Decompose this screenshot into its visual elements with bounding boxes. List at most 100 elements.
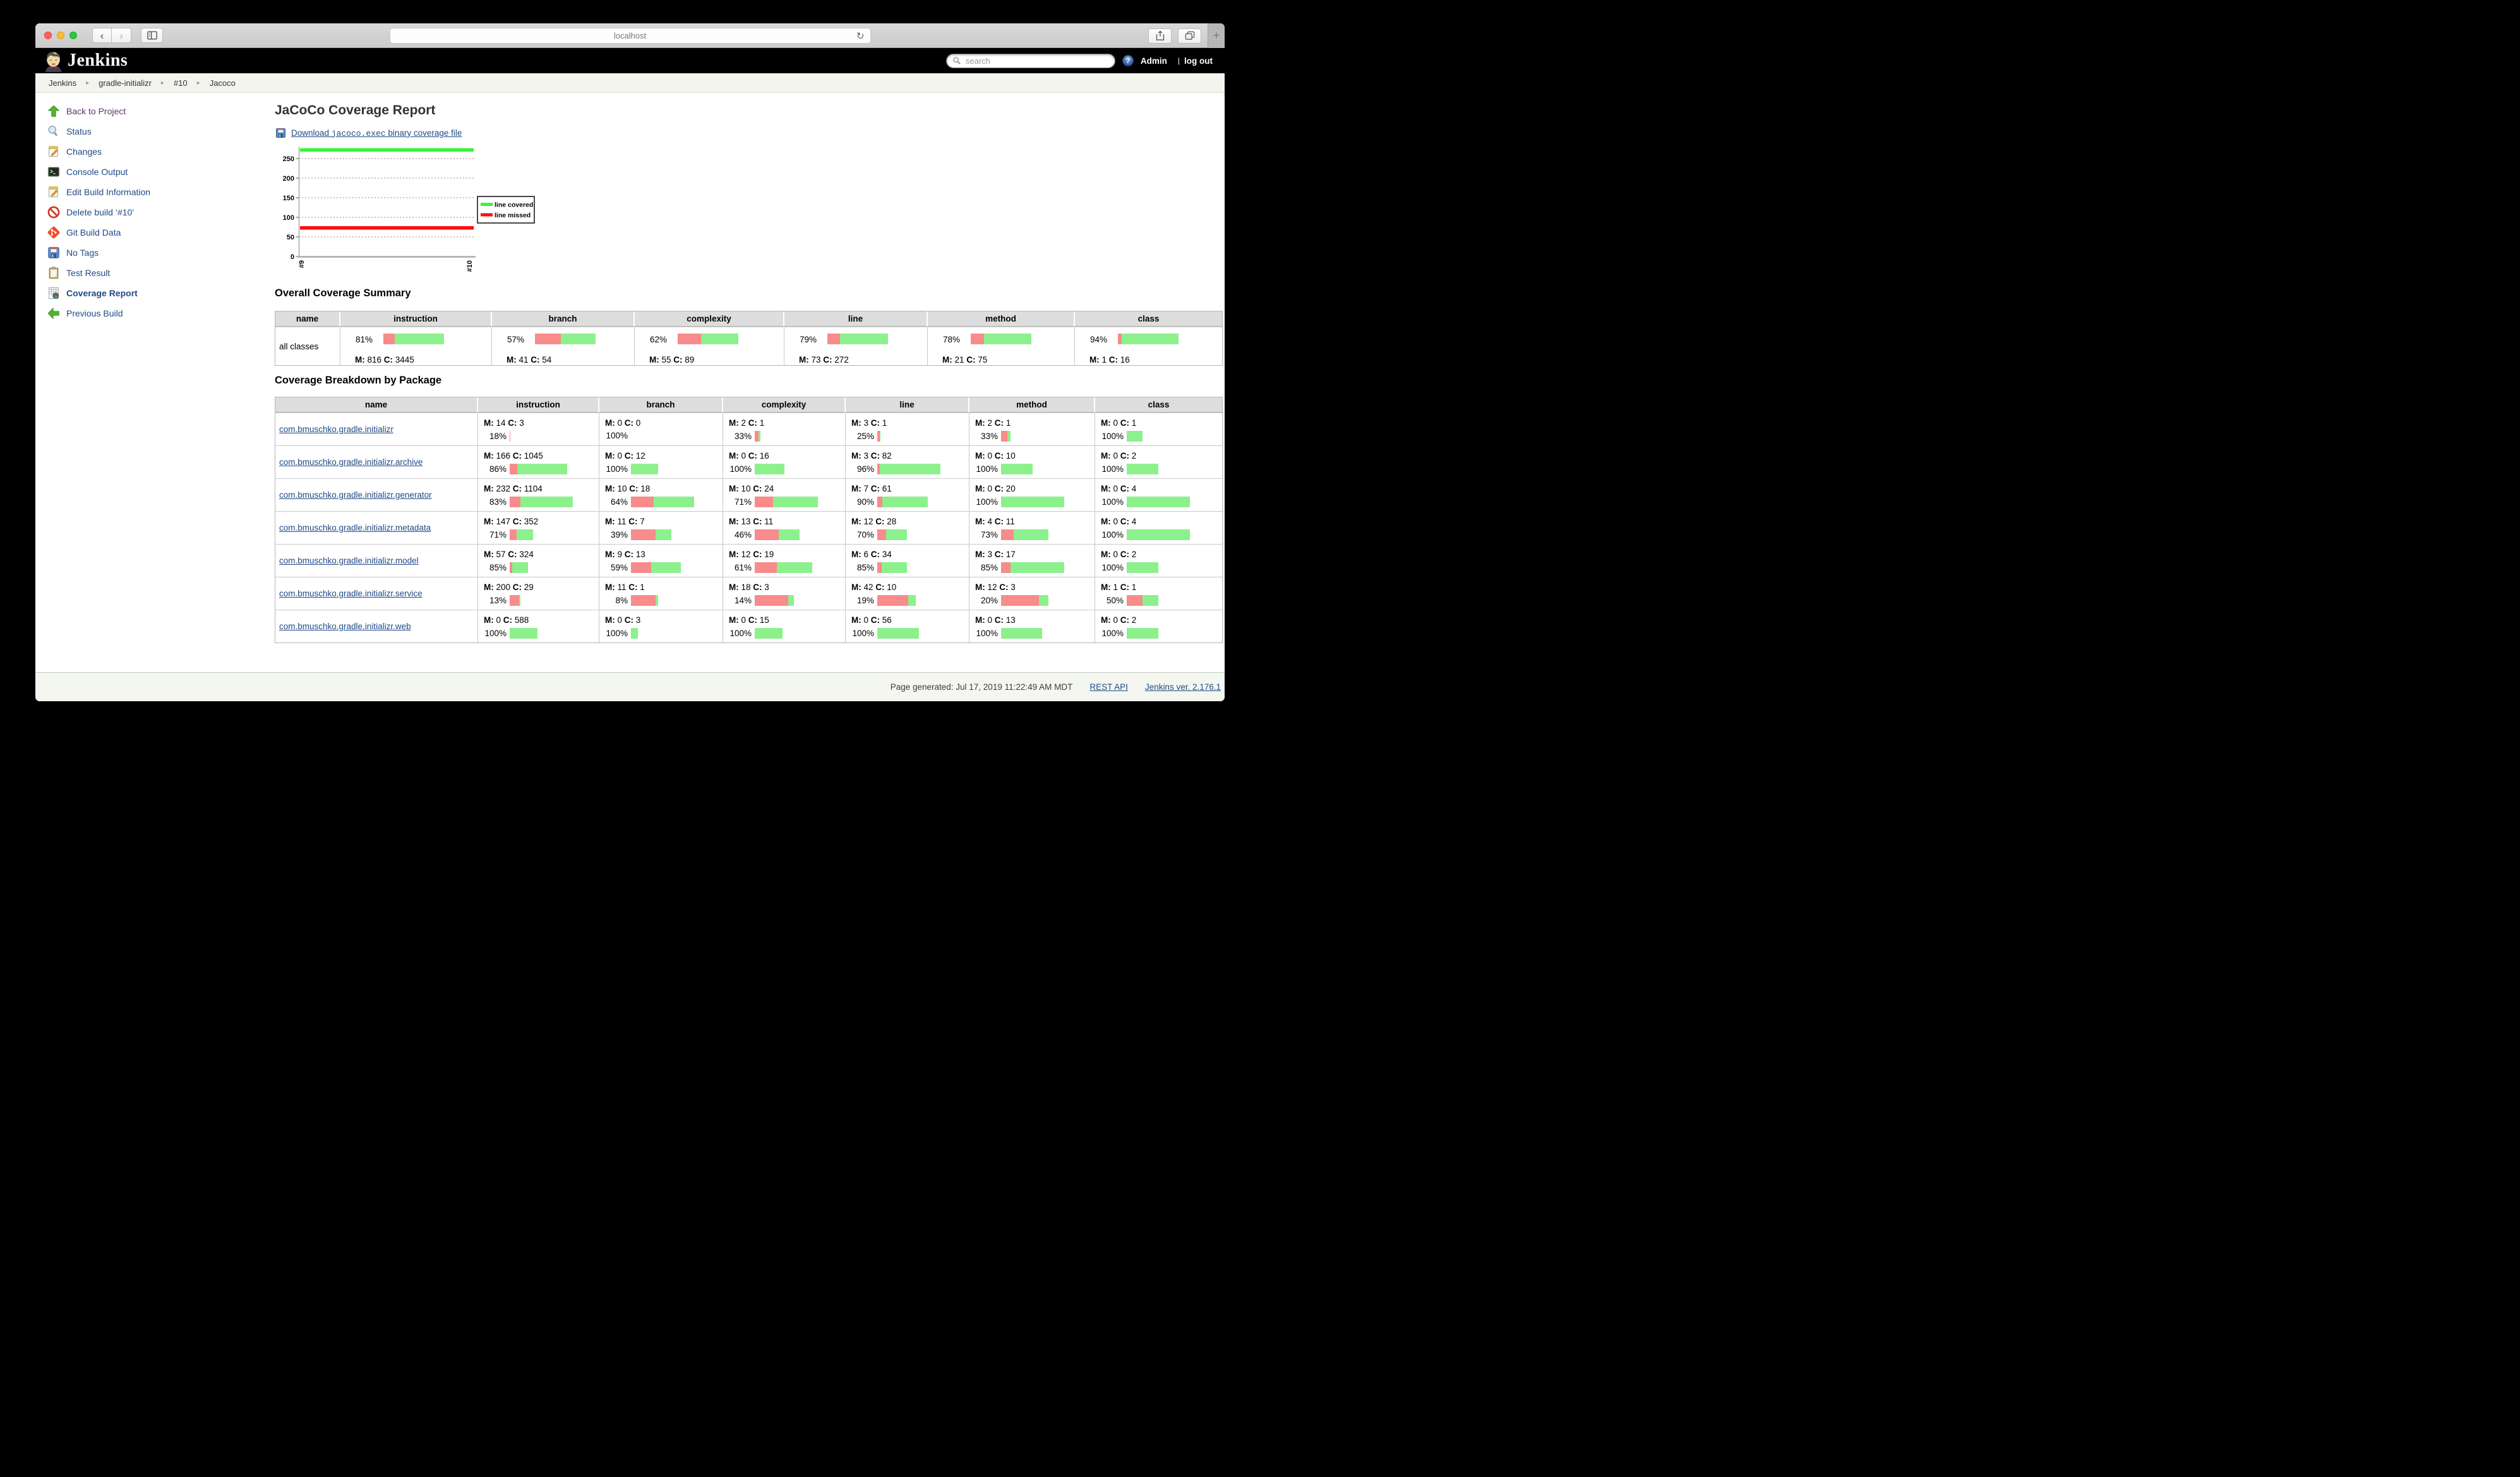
share-button[interactable] — [1148, 28, 1172, 44]
close-window-button[interactable] — [44, 32, 52, 39]
coverage-bar — [755, 497, 818, 507]
user-menu[interactable]: Admin — [1140, 56, 1167, 66]
sidebar-item-console-output[interactable]: Console Output — [35, 162, 275, 182]
sidebar-item-git-build-data[interactable]: Git Build Data — [35, 222, 275, 243]
tab-overview-button[interactable] — [1178, 28, 1201, 44]
package-row: com.bmuschko.gradle.initializr.service M:… — [275, 577, 1222, 610]
breadcrumb-item-gradle-initializr[interactable]: gradle-initializr — [99, 78, 152, 88]
package-link[interactable]: com.bmuschko.gradle.initializr.generator — [279, 490, 432, 500]
coverage-percent: 100% — [606, 464, 628, 474]
browser-forward-button[interactable]: › — [112, 28, 131, 43]
sidebar-item-back-to-project[interactable]: Back to Project — [35, 101, 275, 121]
new-tab-button[interactable]: + — [1208, 23, 1225, 48]
coverage-percent: 70% — [856, 530, 874, 540]
percent-bar-row: 14% — [724, 595, 844, 606]
breadcrumb-item-jacoco[interactable]: Jacoco — [209, 78, 236, 88]
logout-link[interactable]: log out — [1184, 56, 1213, 66]
search-input[interactable] — [964, 55, 1109, 66]
sidebar-item-no-tags[interactable]: No Tags — [35, 243, 275, 263]
missed-covered-values: M: 13 C: 11 — [729, 517, 774, 526]
package-link[interactable]: com.bmuschko.gradle.initializr — [279, 425, 393, 434]
sidebar-item-label: Edit Build Information — [66, 187, 151, 197]
package-metric-line: M: 12 C: 28 70% — [846, 511, 969, 544]
jenkins-logo[interactable]: Jenkins — [44, 49, 128, 72]
missed-covered-values: M: 1 C: 1 — [1101, 582, 1137, 592]
coverage-bar — [631, 464, 658, 474]
reload-icon[interactable]: ↻ — [856, 31, 865, 42]
jenkins-version-link[interactable]: Jenkins ver. 2.176.1 — [1144, 682, 1221, 692]
svg-text:100: 100 — [283, 214, 294, 222]
package-name-cell: com.bmuschko.gradle.initializr.model — [275, 544, 478, 577]
rest-api-link[interactable]: REST API — [1089, 682, 1128, 692]
package-link[interactable]: com.bmuschko.gradle.initializr.model — [279, 556, 419, 565]
browser-back-button[interactable]: ‹ — [92, 28, 112, 43]
package-metric-class: M: 0 C: 4 100% — [1095, 478, 1222, 511]
sidebar-item-status[interactable]: Status — [35, 121, 275, 142]
coverage-bar-covered — [631, 464, 658, 474]
column-header-instruction: instruction — [478, 397, 599, 413]
package-link[interactable]: com.bmuschko.gradle.initializr.metadata — [279, 523, 431, 533]
package-name-cell: com.bmuschko.gradle.initializr.web — [275, 610, 478, 642]
browser-sidebar-button[interactable] — [141, 28, 163, 43]
percent-bar-row: 100% — [1096, 497, 1221, 507]
jenkins-wordmark: Jenkins — [68, 51, 128, 70]
coverage-percent: 79% — [799, 334, 817, 344]
coverage-bar-missed — [510, 595, 519, 606]
search-help-icon[interactable]: ? — [1122, 55, 1134, 66]
package-metric-method: M: 4 C: 11 73% — [969, 511, 1095, 544]
missed-covered-values: M: 0 C: 10 — [975, 451, 1016, 461]
package-metric-class: M: 0 C: 2 100% — [1095, 544, 1222, 577]
coverage-percent: 100% — [729, 464, 752, 474]
bar-slot — [532, 334, 596, 345]
jenkins-butler-icon — [45, 52, 62, 72]
missed-covered-values: M: 55 C: 89 — [649, 355, 695, 365]
missed-covered-values: M: 2 C: 1 — [975, 418, 1011, 428]
coverage-percent: 64% — [610, 497, 628, 507]
missed-covered-values: M: 0 C: 12 — [605, 451, 645, 461]
package-link[interactable]: com.bmuschko.gradle.initializr.archive — [279, 457, 423, 467]
percent-bar-row: 100% — [970, 464, 1094, 474]
coverage-percent: 73% — [980, 530, 998, 540]
minimize-window-button[interactable] — [57, 32, 64, 39]
coverage-bar-missed — [755, 562, 777, 573]
percent-bar-row: 100% — [724, 628, 844, 639]
percent-bar-row: 70% — [846, 529, 968, 540]
mc-slot: M: 55 C: 89 — [635, 345, 783, 365]
breadcrumb-item-10[interactable]: #10 — [173, 78, 188, 88]
coverage-bar-missed — [1001, 562, 1011, 573]
sidebar-item-test-result[interactable]: Test Result — [35, 263, 275, 283]
coverage-bar — [1127, 562, 1158, 573]
floppy-icon — [47, 246, 61, 260]
zoom-window-button[interactable] — [69, 32, 77, 39]
sidebar-item-changes[interactable]: Changes — [35, 142, 275, 162]
percent-bar-row: 85% — [479, 562, 598, 573]
trend-chart-svg: 0 50 100 150 200 250 #9 #10 line covered line mis… — [283, 147, 535, 272]
svg-text:200: 200 — [283, 175, 294, 183]
package-link[interactable]: com.bmuschko.gradle.initializr.web — [279, 622, 411, 631]
coverage-bar-covered — [651, 562, 681, 573]
package-link[interactable]: com.bmuschko.gradle.initializr.service — [279, 589, 423, 598]
package-metric-branch: M: 0 C: 3 100% — [599, 610, 723, 642]
missed-covered-values: M: 0 C: 16 — [729, 451, 769, 461]
missed-covered-values: M: 0 C: 15 — [729, 615, 769, 625]
coverage-bar-missed — [510, 562, 512, 573]
percent-bar-row: 39% — [600, 529, 722, 540]
coverage-bar — [510, 595, 520, 606]
breadcrumb-item-jenkins[interactable]: Jenkins — [49, 78, 77, 88]
coverage-bar-missed — [1001, 431, 1007, 442]
percent-bar-row: 85% — [970, 562, 1094, 573]
download-jacoco-link[interactable]: Download jacoco.exec binary coverage fil… — [291, 128, 462, 138]
coverage-percent: 100% — [976, 497, 998, 507]
sidebar-item-coverage-report[interactable]: Coverage Report — [35, 283, 275, 303]
sidebar-item-previous-build[interactable]: Previous Build — [35, 303, 275, 323]
percent-bar-row: 94% — [1076, 328, 1221, 345]
coverage-bar — [1001, 497, 1064, 507]
address-bar[interactable]: localhost ↻ — [389, 28, 871, 44]
missed-covered-values: M: 6 C: 34 — [851, 550, 892, 559]
sidebar-item-edit-build-information[interactable]: Edit Build Information — [35, 182, 275, 202]
coverage-bar — [877, 464, 940, 474]
coverage-bar-missed — [971, 334, 984, 344]
sidebar-item-delete-build-10[interactable]: Delete build ‘#10’ — [35, 202, 275, 222]
note-icon — [47, 185, 61, 199]
package-metric-branch: M: 0 C: 12 100% — [599, 445, 723, 478]
